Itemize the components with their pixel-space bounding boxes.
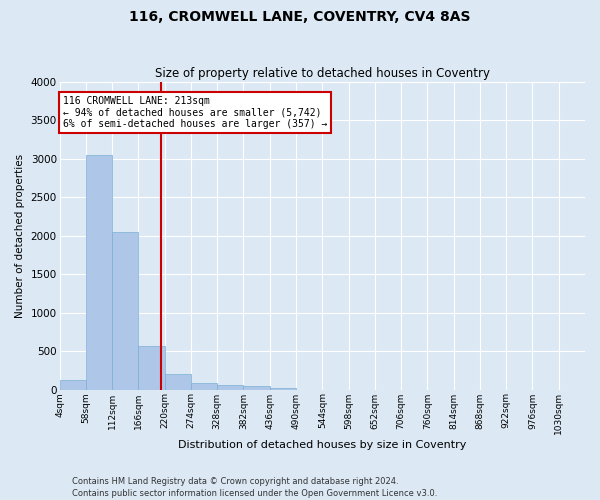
Y-axis label: Number of detached properties: Number of detached properties bbox=[15, 154, 25, 318]
Text: 116, CROMWELL LANE, COVENTRY, CV4 8AS: 116, CROMWELL LANE, COVENTRY, CV4 8AS bbox=[129, 10, 471, 24]
Bar bbox=[139, 346, 164, 390]
Title: Size of property relative to detached houses in Coventry: Size of property relative to detached ho… bbox=[155, 66, 490, 80]
Bar bbox=[270, 388, 296, 390]
Bar bbox=[217, 386, 244, 390]
Bar bbox=[112, 232, 139, 390]
Bar bbox=[164, 374, 191, 390]
Bar bbox=[244, 386, 270, 390]
Text: Contains HM Land Registry data © Crown copyright and database right 2024.
Contai: Contains HM Land Registry data © Crown c… bbox=[72, 476, 437, 498]
X-axis label: Distribution of detached houses by size in Coventry: Distribution of detached houses by size … bbox=[178, 440, 466, 450]
Bar bbox=[191, 384, 217, 390]
Text: 116 CROMWELL LANE: 213sqm
← 94% of detached houses are smaller (5,742)
6% of sem: 116 CROMWELL LANE: 213sqm ← 94% of detac… bbox=[62, 96, 327, 129]
Bar bbox=[59, 380, 86, 390]
Bar bbox=[86, 155, 112, 390]
